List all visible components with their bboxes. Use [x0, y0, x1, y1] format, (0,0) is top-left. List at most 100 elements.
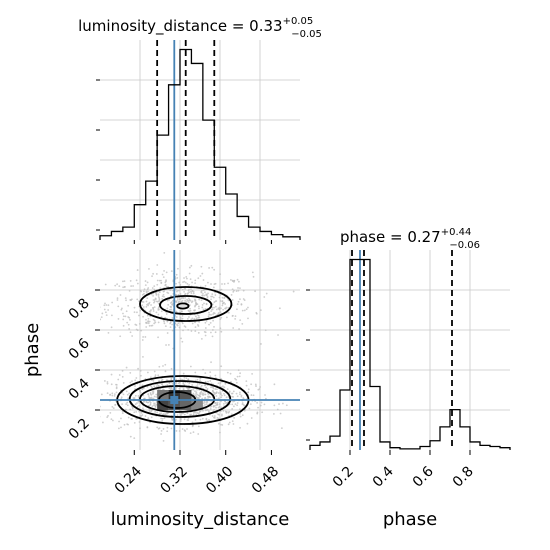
scatter-point [95, 399, 97, 401]
scatter-point [123, 285, 126, 288]
scatter-point [247, 388, 250, 391]
scatter-point [231, 279, 234, 282]
scatter-point [144, 415, 147, 417]
scatter-point [243, 309, 246, 312]
scatter-point [203, 302, 205, 305]
scatter-point [147, 417, 150, 420]
scatter-point [221, 296, 224, 299]
scatter-point [162, 365, 164, 367]
scatter-point [220, 393, 222, 396]
scatter-point [218, 403, 221, 406]
y-tick-marks [306, 289, 310, 441]
scatter-point [129, 318, 131, 321]
x-tick-marks [133, 450, 272, 455]
scatter-point [195, 411, 198, 413]
scatter-point [233, 281, 235, 283]
scatter-point [209, 322, 212, 324]
scatter-point [170, 270, 173, 273]
scatter-point [218, 308, 221, 311]
scatter-point [214, 300, 217, 303]
y-tick-label: 0.6 [66, 335, 93, 362]
scatter-point [220, 365, 223, 368]
scatter-point [162, 276, 165, 279]
scatter-point [181, 315, 184, 317]
scatter-point [174, 387, 177, 390]
scatter-point [273, 404, 276, 407]
scatter-point [170, 427, 173, 430]
scatter-point [162, 413, 165, 416]
scatter-point [197, 314, 200, 317]
panel-title-luminosity-distance: luminosity_distance = 0.33+0.05 −0.05 [78, 16, 322, 40]
scatter-point [263, 403, 266, 406]
scatter-point [183, 376, 186, 379]
scatter-point [158, 300, 160, 303]
scatter-point [235, 290, 238, 293]
scatter-point [157, 336, 159, 339]
scatter-point [249, 403, 252, 406]
scatter-point [185, 276, 188, 278]
scatter-point [153, 306, 156, 309]
scatter-point [209, 371, 212, 374]
scatter-point [131, 407, 134, 410]
scatter-point [154, 406, 157, 408]
scatter-point [152, 299, 155, 301]
scatter-point [201, 392, 203, 394]
scatter-point [187, 378, 190, 381]
scatter-point [191, 290, 194, 292]
scatter-point [155, 393, 158, 396]
scatter-point [186, 318, 189, 320]
scatter-point [205, 320, 208, 322]
scatter-point [219, 273, 222, 275]
scatter-point [218, 296, 221, 299]
scatter-point [210, 361, 212, 364]
scatter-point [196, 303, 199, 306]
scatter-point [151, 275, 153, 278]
scatter-point [239, 372, 242, 375]
scatter-point [225, 306, 228, 309]
scatter-point [224, 382, 227, 385]
scatter-point [147, 395, 150, 397]
scatter-point [203, 384, 206, 387]
scatter-point [151, 386, 153, 389]
density-cell [180, 400, 192, 410]
scatter-point [153, 402, 155, 405]
scatter-point [90, 400, 92, 402]
scatter-point [158, 279, 161, 282]
scatter-point [238, 375, 241, 378]
scatter-point [260, 309, 262, 312]
scatter-point [183, 383, 186, 386]
scatter-point [220, 400, 222, 403]
scatter-point [230, 392, 233, 395]
scatter-point [156, 383, 159, 386]
scatter-point [196, 393, 199, 396]
scatter-point [197, 412, 200, 415]
scatter-point [189, 309, 192, 312]
scatter-point [142, 306, 145, 308]
scatter-point [240, 395, 243, 398]
scatter-point [183, 429, 186, 432]
scatter-point [220, 396, 223, 399]
scatter-point [214, 305, 217, 308]
x-tick-label: 0.8 [450, 464, 477, 491]
scatter-point [132, 285, 135, 287]
scatter-point [239, 319, 242, 322]
scatter-point [220, 406, 223, 409]
scatter-point [216, 401, 219, 404]
scatter-point [163, 295, 165, 298]
scatter-point [228, 421, 231, 424]
scatter-point [214, 294, 217, 296]
scatter-point [119, 294, 122, 296]
scatter-point [251, 372, 253, 375]
scatter-point [136, 282, 139, 285]
scatter-point [194, 371, 197, 374]
scatter-point [162, 428, 165, 430]
scatter-point [192, 292, 195, 295]
scatter-point [60, 419, 62, 421]
scatter-point [235, 378, 238, 381]
scatter-point [177, 267, 179, 270]
scatter-point [230, 413, 233, 416]
scatter-point [254, 290, 256, 293]
scatter-point [162, 439, 165, 442]
scatter-point [180, 297, 183, 300]
scatter-point [175, 316, 178, 318]
